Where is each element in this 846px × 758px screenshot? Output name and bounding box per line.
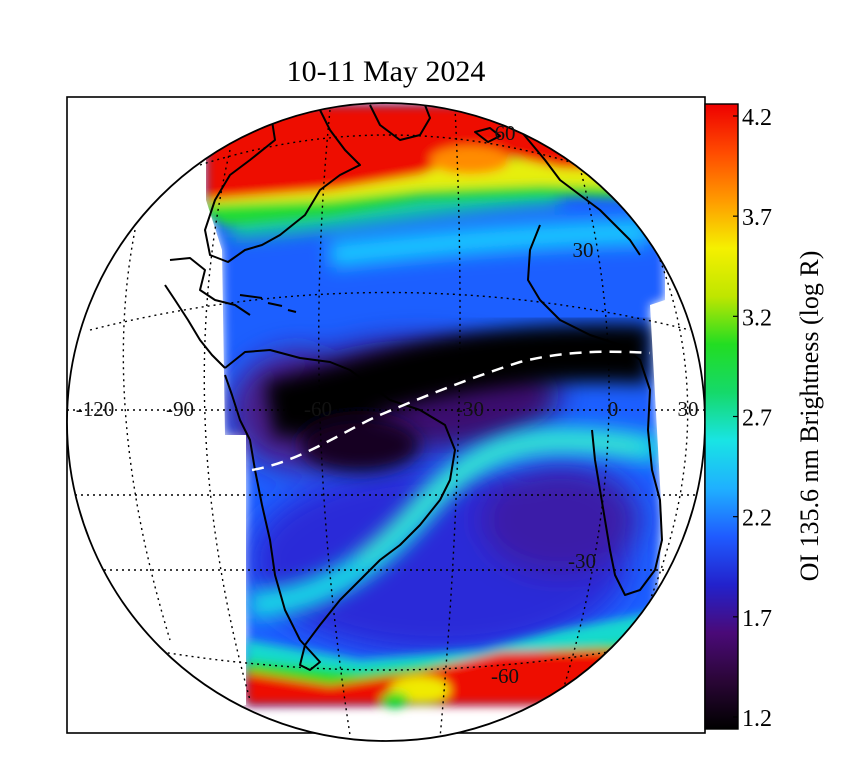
africa-coast bbox=[527, 224, 663, 596]
lon-label-90w: -90 bbox=[166, 397, 194, 421]
iceland-coast bbox=[474, 127, 501, 143]
lon-label-30e: 30 bbox=[678, 397, 699, 421]
colorbar-ticks: 4.2 3.7 3.2 2.7 2.2 1.7 1.2 bbox=[733, 105, 772, 732]
central-america-coast bbox=[164, 284, 226, 369]
swath-southern-purple bbox=[480, 465, 640, 575]
colorbar-tick-label: 1.7 bbox=[742, 606, 772, 632]
colorbar-label: OI 135.6 nm Brightness (log R) bbox=[795, 251, 824, 582]
colorbar: 4.2 3.7 3.2 2.7 2.2 1.7 1.2 OI 135.6 nm Bright… bbox=[704, 103, 824, 732]
lon-label-30w: -30 bbox=[456, 397, 484, 421]
northern-crest bbox=[328, 219, 651, 268]
southern-crest-core bbox=[356, 436, 641, 565]
lon-label-60w: -60 bbox=[304, 397, 332, 421]
meridian-120w bbox=[122, 229, 171, 641]
colorbar-tick-label: 2.2 bbox=[742, 506, 772, 532]
europe-coast bbox=[489, 114, 641, 256]
caribbean-islands bbox=[239, 294, 297, 313]
greenland-coast bbox=[369, 104, 431, 141]
parallel-30n bbox=[89, 291, 691, 331]
colorbar-tick-label: 1.2 bbox=[742, 706, 772, 732]
graticule-labels: -120 -90 -60 -30 0 30 60 30 -30 -60 bbox=[76, 121, 699, 688]
chart-title: 10-11 May 2024 bbox=[287, 55, 486, 88]
gulf-coast bbox=[169, 257, 251, 316]
lat-label-60n: 60 bbox=[495, 121, 516, 145]
meridian-0 bbox=[559, 149, 610, 701]
meridian-60w bbox=[318, 109, 351, 736]
southern-aurora-green-spot bbox=[381, 692, 409, 708]
lat-label-30s: -30 bbox=[568, 549, 596, 573]
lat-label-30n: 30 bbox=[573, 238, 594, 262]
lon-label-0: 0 bbox=[608, 397, 619, 421]
colorbar-bar bbox=[704, 103, 739, 730]
colorbar-tick-label: 4.2 bbox=[742, 105, 772, 131]
magnetic-equator bbox=[251, 350, 651, 472]
northern-aurora-orange bbox=[430, 146, 510, 174]
colorbar-tick-label: 3.2 bbox=[742, 305, 772, 331]
meridian-30w bbox=[439, 107, 461, 739]
coastlines bbox=[164, 104, 663, 671]
colorbar-tick-label: 3.7 bbox=[742, 205, 772, 231]
north-america-coast bbox=[204, 107, 361, 263]
meridian-30e bbox=[649, 259, 689, 601]
colorbar-tick-label: 2.7 bbox=[742, 406, 772, 432]
lon-label-120w: -120 bbox=[76, 397, 115, 421]
graticule bbox=[67, 107, 705, 739]
south-america-coast bbox=[224, 349, 456, 671]
trough-dark-patch bbox=[300, 417, 420, 473]
lat-label-60s: -60 bbox=[491, 664, 519, 688]
